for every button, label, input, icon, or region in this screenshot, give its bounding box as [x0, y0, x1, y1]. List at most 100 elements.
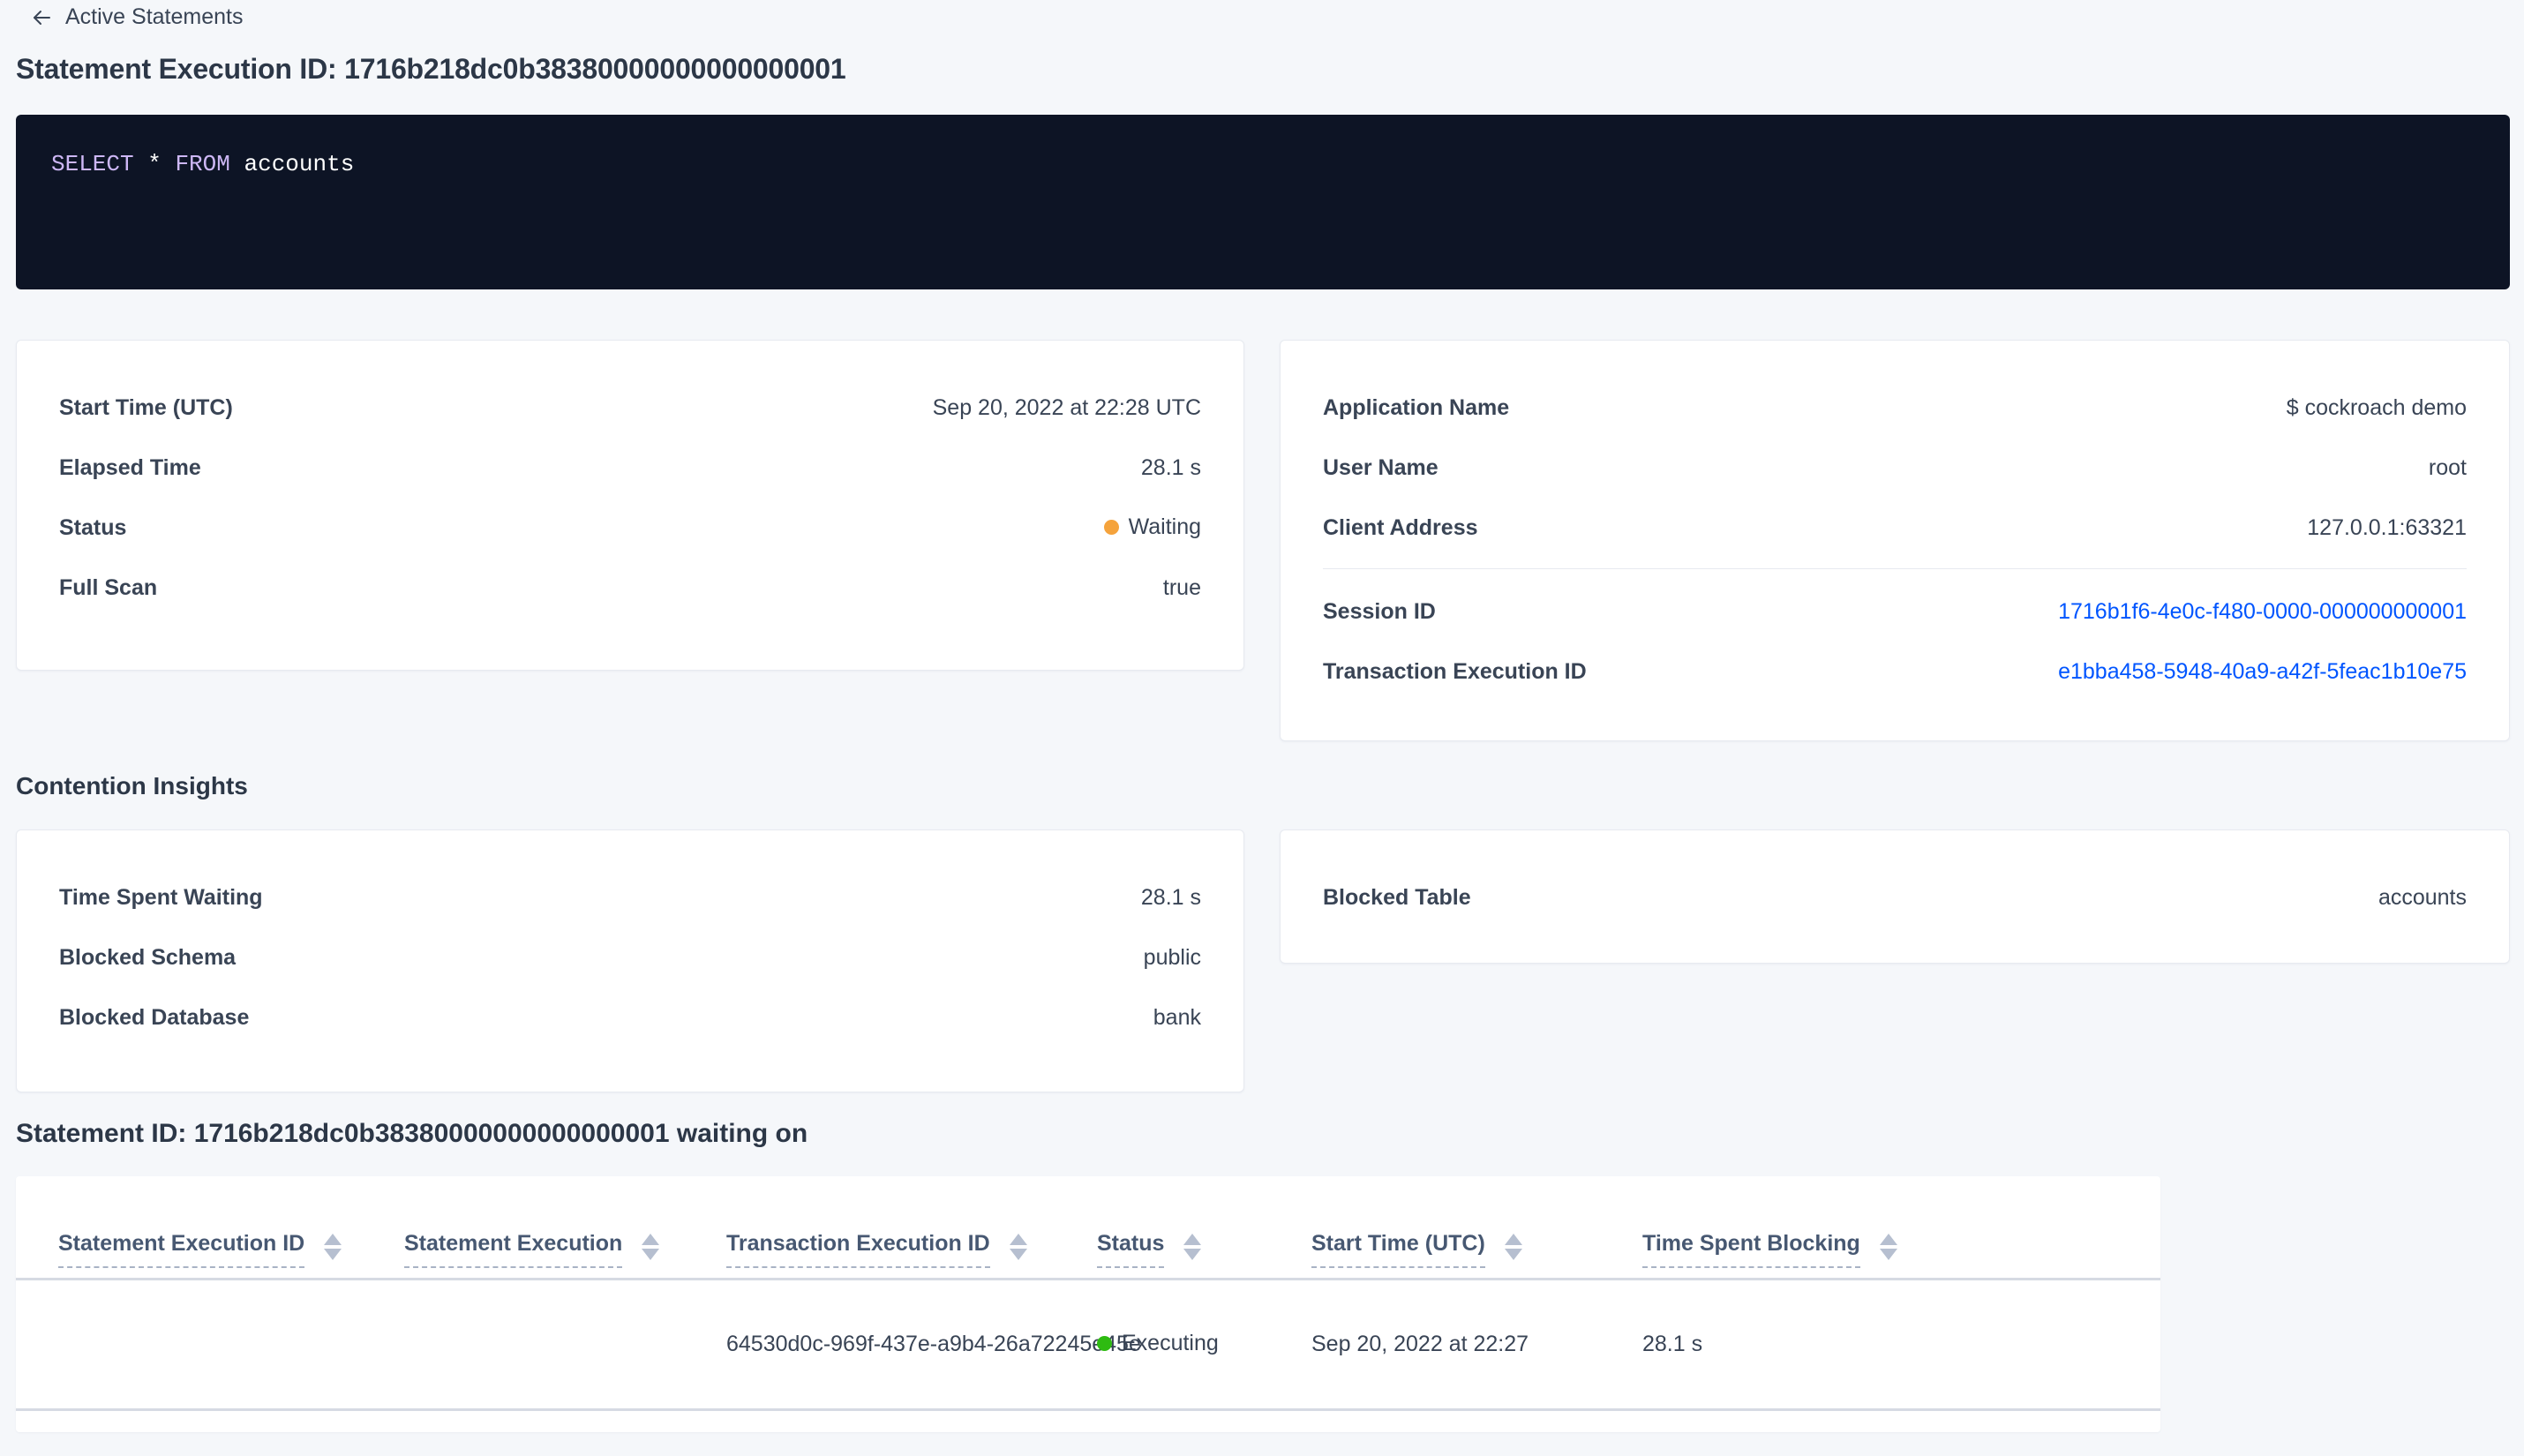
detail-row-full-scan: Full Scan true — [59, 558, 1201, 618]
sort-descending-icon[interactable] — [1879, 1249, 1897, 1261]
contention-insights-left-card: Time Spent Waiting 28.1 s Blocked Schema… — [16, 829, 1244, 1092]
cell-spacer — [2013, 1279, 2160, 1411]
detail-row-elapsed-time: Elapsed Time 28.1 s — [59, 438, 1201, 498]
sql-table-name: accounts — [244, 151, 355, 177]
sort-toggle-icon[interactable] — [1009, 1231, 1027, 1261]
column-header-statement-execution-id[interactable]: Statement Execution ID — [16, 1176, 404, 1280]
sort-ascending-icon[interactable] — [324, 1234, 342, 1246]
detail-label: Client Address — [1323, 514, 1478, 540]
table-row[interactable]: 64530d0c-969f-437e-a9b4-26a72245e45e Exe… — [16, 1279, 2160, 1411]
breadcrumb-back-link[interactable]: Active Statements — [30, 0, 243, 34]
detail-row-time-spent-waiting: Time Spent Waiting 28.1 s — [59, 867, 1201, 927]
sql-space-3 — [230, 151, 244, 177]
column-header-transaction-execution-id[interactable]: Transaction Execution ID — [726, 1176, 1097, 1280]
contention-insights-right-card: Blocked Table accounts — [1280, 829, 2510, 964]
column-header-start-time[interactable]: Start Time (UTC) — [1311, 1176, 1642, 1280]
cell-transaction-execution-id: 64530d0c-969f-437e-a9b4-26a72245e45e — [726, 1279, 1141, 1411]
breadcrumb-label: Active Statements — [65, 4, 244, 29]
detail-label: Session ID — [1323, 598, 1436, 624]
sql-statement-code-block: SELECT * FROM accounts — [16, 115, 2510, 289]
column-header-status[interactable]: Status — [1097, 1176, 1311, 1280]
sql-keyword-select: SELECT — [51, 151, 134, 177]
sort-toggle-icon[interactable] — [1879, 1231, 1897, 1261]
detail-label: Blocked Schema — [59, 944, 237, 970]
status-badge: Executing — [1122, 1331, 1219, 1355]
sort-ascending-icon[interactable] — [642, 1234, 660, 1246]
detail-label: Status — [59, 514, 127, 540]
detail-value: 28.1 s — [1140, 454, 1201, 480]
detail-label: Application Name — [1323, 394, 1510, 420]
detail-value: 28.1 s — [1140, 884, 1201, 910]
detail-value: accounts — [2378, 884, 2467, 910]
detail-value: public — [1143, 944, 1201, 970]
column-header-spacer — [2013, 1176, 2160, 1280]
detail-label: Blocked Database — [59, 1004, 250, 1030]
column-header-label[interactable]: Start Time (UTC) — [1311, 1231, 1485, 1269]
statement-overview-card: Start Time (UTC) Sep 20, 2022 at 22:28 U… — [16, 340, 1244, 671]
detail-row-session-id: Session ID 1716b1f6-4e0c-f480-0000-00000… — [1323, 582, 2467, 642]
session-details-card: Application Name $ cockroach demo User N… — [1280, 340, 2510, 741]
detail-label: Start Time (UTC) — [59, 394, 233, 420]
detail-label: Elapsed Time — [59, 454, 201, 480]
detail-row-blocked-database: Blocked Database bank — [59, 987, 1201, 1047]
sort-ascending-icon[interactable] — [1504, 1234, 1522, 1246]
sql-star — [134, 151, 148, 177]
detail-row-client-address: Client Address 127.0.0.1:63321 — [1323, 498, 2467, 558]
table-header-row: Statement Execution ID Statement Executi… — [16, 1176, 2160, 1280]
detail-row-application-name: Application Name $ cockroach demo — [1323, 378, 2467, 438]
sort-descending-icon[interactable] — [1009, 1249, 1027, 1261]
waiting-on-heading: Statement ID: 1716b218dc0b38380000000000… — [16, 1119, 808, 1148]
cell-statement-execution-id — [16, 1279, 404, 1411]
cell-start-time: Sep 20, 2022 at 22:27 — [1311, 1279, 1642, 1411]
detail-row-blocked-schema: Blocked Schema public — [59, 927, 1201, 987]
sort-ascending-icon[interactable] — [1009, 1234, 1027, 1246]
sort-ascending-icon[interactable] — [1879, 1234, 1897, 1246]
sort-descending-icon[interactable] — [1183, 1249, 1202, 1261]
sql-keyword-from: FROM — [175, 151, 230, 177]
detail-row-blocked-table: Blocked Table accounts — [1323, 867, 2467, 927]
sort-ascending-icon[interactable] — [1183, 1234, 1202, 1246]
detail-value: Waiting — [1103, 514, 1201, 541]
arrow-left-icon — [30, 6, 53, 29]
column-header-statement-execution[interactable]: Statement Execution — [404, 1176, 726, 1280]
sort-descending-icon[interactable] — [1504, 1249, 1522, 1261]
detail-label: Blocked Table — [1323, 884, 1471, 910]
session-id-link[interactable]: 1716b1f6-4e0c-f480-0000-000000000001 — [2058, 598, 2467, 624]
sort-toggle-icon[interactable] — [1504, 1231, 1522, 1261]
table-header: Statement Execution ID Statement Executi… — [16, 1176, 2160, 1280]
status-badge: Waiting — [1128, 514, 1201, 539]
column-header-label[interactable]: Time Spent Blocking — [1642, 1231, 1860, 1269]
detail-label: Time Spent Waiting — [59, 884, 263, 910]
cell-status: Executing — [1097, 1279, 1311, 1411]
column-header-label[interactable]: Statement Execution — [404, 1231, 623, 1269]
detail-value: 127.0.0.1:63321 — [2307, 514, 2467, 540]
transaction-execution-id-link[interactable]: e1bba458-5948-40a9-a42f-5feac1b10e75 — [2058, 658, 2467, 684]
detail-label: Transaction Execution ID — [1323, 658, 1587, 684]
sort-descending-icon[interactable] — [324, 1249, 342, 1261]
detail-value: true — [1162, 574, 1201, 600]
status-dot-executing-icon — [1097, 1336, 1112, 1351]
column-header-label[interactable]: Status — [1097, 1231, 1165, 1269]
status-dot-waiting-icon — [1103, 520, 1119, 535]
page-title: Statement Execution ID: 1716b218dc0b3838… — [16, 53, 846, 85]
detail-value: bank — [1153, 1004, 1201, 1030]
sql-space-2 — [162, 151, 176, 177]
column-header-time-spent-blocking[interactable]: Time Spent Blocking — [1642, 1176, 2013, 1280]
column-header-label[interactable]: Statement Execution ID — [58, 1231, 305, 1269]
waiting-on-table: Statement Execution ID Statement Executi… — [16, 1176, 2160, 1411]
contention-insights-heading: Contention Insights — [16, 772, 248, 799]
column-header-label[interactable]: Transaction Execution ID — [726, 1231, 990, 1269]
sort-toggle-icon[interactable] — [1183, 1231, 1202, 1261]
sort-toggle-icon[interactable] — [642, 1231, 660, 1261]
sql-star-glyph: * — [147, 151, 162, 177]
detail-value: Sep 20, 2022 at 22:28 UTC — [932, 394, 1201, 420]
sort-descending-icon[interactable] — [642, 1249, 660, 1261]
sort-toggle-icon[interactable] — [324, 1231, 342, 1261]
cell-time-spent-blocking: 28.1 s — [1642, 1279, 2013, 1411]
detail-row-transaction-execution-id: Transaction Execution ID e1bba458-5948-4… — [1323, 642, 2467, 702]
detail-row-start-time: Start Time (UTC) Sep 20, 2022 at 22:28 U… — [59, 378, 1201, 438]
detail-row-user-name: User Name root — [1323, 438, 2467, 498]
detail-value: $ cockroach demo — [2286, 394, 2467, 420]
detail-label: User Name — [1323, 454, 1439, 480]
